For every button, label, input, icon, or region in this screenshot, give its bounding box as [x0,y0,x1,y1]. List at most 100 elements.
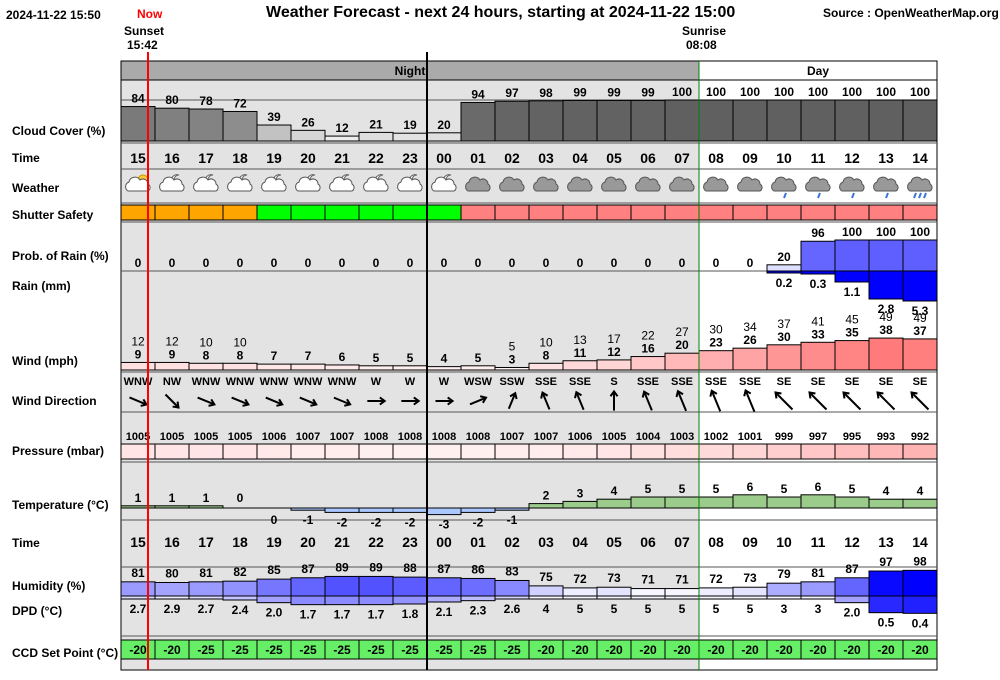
prob-rain-value: 100 [910,225,930,239]
wind-speed-value: 8 [543,348,550,362]
row-label-ccd: CCD Set Point (°C) [12,646,119,660]
time-label-top: 05 [606,150,622,166]
time-label-bottom: 16 [164,534,180,550]
row-label-humidity: Humidity (%) [12,579,86,593]
time-label-bottom: 01 [470,534,486,550]
time-label-top: 17 [198,150,214,166]
wind-speed-value: 35 [845,326,859,340]
prob-rain-value: 0 [577,256,584,270]
pressure-cell [120,443,156,460]
wind-direction-label: SE [845,376,860,388]
dpd-value: 2.0 [266,606,283,620]
temperature-value: 1 [169,491,176,505]
wind-speed-bar [392,365,428,371]
prob-rain-bar [902,239,938,272]
row-label-wind: Wind (mph) [12,354,78,368]
cloud-cover-bar [494,100,530,142]
wind-gust-value: 17 [607,332,621,346]
ccd-set-point-value: -25 [333,643,351,657]
ccd-set-point-value: -25 [231,643,249,657]
temperature-bar [664,496,700,509]
pressure-value: 1007 [534,431,558,443]
temperature-value: -3 [439,518,450,532]
humidity-value: 73 [743,571,757,585]
wind-speed-value: 11 [574,346,587,360]
prob-rain-value: 0 [237,256,244,270]
dpd-bar [290,595,326,606]
ccd-set-point-value: -25 [299,643,317,657]
wind-direction-label: WNW [192,376,221,388]
ccd-set-point-value: -20 [129,643,147,657]
temperature-value: 3 [577,486,584,500]
pressure-value: 995 [843,431,861,443]
shutter-safety-cell [324,204,360,221]
time-label-top: 14 [912,150,928,166]
dpd-bar [120,595,156,600]
temperature-bar [290,507,326,511]
dpd-value: 2.6 [504,602,521,616]
humidity-value: 80 [165,567,179,581]
wind-speed-bar [562,360,598,371]
prob-rain-value: 0 [679,256,686,270]
light-rain-icon [771,176,797,199]
wind-direction-label: SSW [499,376,525,388]
wind-speed-bar [596,359,632,371]
humidity-bar [596,586,632,597]
cloud-cover-bar [698,99,734,142]
humidity-bar [256,578,292,597]
ccd-set-point-value: -20 [163,643,181,657]
wind-speed-value: 6 [339,350,346,364]
dpd-bar [528,595,564,600]
shutter-safety-cell [494,204,530,221]
pressure-value: 1004 [636,431,661,443]
time-label-top: 12 [844,150,860,166]
pressure-value: 999 [775,431,793,443]
dpd-value: 5 [679,602,686,616]
rain-bar [834,270,870,283]
humidity-value: 97 [879,555,893,569]
prob-rain-value: 0 [747,256,754,270]
row-label-cloud: Cloud Cover (%) [12,124,106,138]
temperature-value: -2 [405,515,416,529]
wind-speed-value: 3 [509,352,516,366]
dpd-bar [222,595,258,601]
wind-speed-value: 7 [305,349,312,363]
pressure-value: 1008 [398,431,422,443]
temperature-bar [188,505,224,509]
cloud-cover-bar [188,108,224,142]
wind-arrow-icon [675,389,688,412]
dpd-bar [630,595,666,600]
cloud-cover-bar [868,99,904,142]
cloud-cover-value: 100 [876,85,896,99]
cloud-cover-bar [256,124,292,142]
dpd-value: 5 [577,602,584,616]
dpd-bar [902,595,938,614]
time-label-top: 15 [130,150,146,166]
time-label-bottom: 17 [198,534,214,550]
pressure-value: 1007 [330,431,354,443]
dpd-value: 2.4 [232,603,249,617]
time-label-bottom: 00 [436,534,452,550]
wind-speed-bar [664,352,700,371]
day-header-label: Day [807,64,829,78]
partly-cloudy-moon-icon [363,174,389,192]
temperature-bar [154,505,190,509]
wind-direction-label: WNW [226,376,255,388]
cloud-cover-value: 99 [607,85,621,99]
dpd-bar [664,595,700,600]
humidity-value: 89 [369,560,383,574]
time-label-top: 20 [300,150,316,166]
cloud-cover-bar [766,99,802,142]
cloud-cover-value: 21 [369,117,383,131]
sunset-time: 15:42 [127,38,158,52]
wind-arrow-icon [299,396,318,407]
wind-arrow-icon [842,391,862,411]
partly-cloudy-moon-icon [159,174,185,192]
wind-arrow-icon [469,395,488,406]
cloud-cover-value: 100 [842,85,862,99]
wind-arrow-icon [876,391,896,411]
cloud-icon [601,176,627,192]
pressure-value: 1002 [704,431,728,443]
shutter-safety-cell [766,204,802,221]
cloud-icon [465,176,491,192]
